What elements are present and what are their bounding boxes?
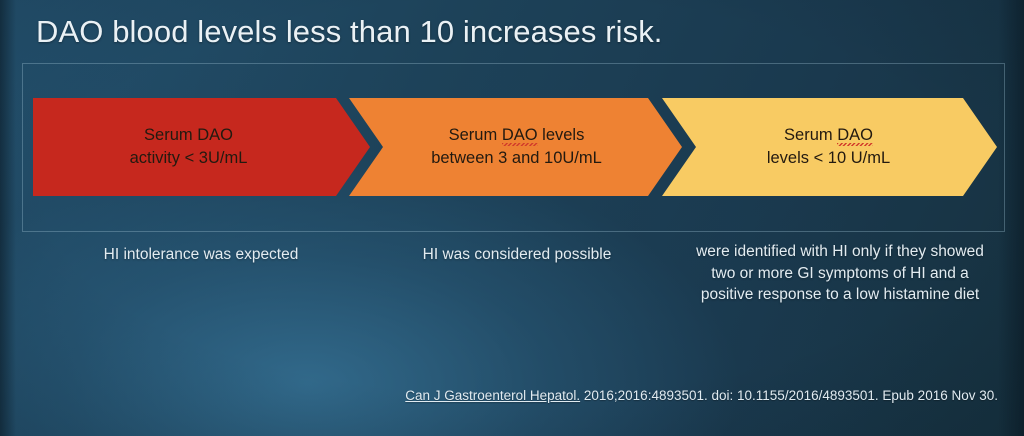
chevron-1-line2: activity < 3U/mL: [129, 148, 248, 167]
chevron-2-line1-term: DAO: [501, 125, 538, 144]
chevron-2-line1-pre: Serum: [448, 125, 502, 144]
chevron-3-line1-pre: Serum: [784, 125, 838, 144]
chevron-3-line1-term: DAO: [837, 125, 873, 144]
chevron-2-text: Serum DAO levels between 3 and 10U/mL: [415, 124, 616, 171]
chevron-serum-dao-under-3[interactable]: Serum DAO activity < 3U/mL: [33, 98, 370, 196]
chevron-3-text: Serum DAO levels < 10 U/mL: [751, 124, 908, 171]
citation: Can J Gastroenterol Hepatol. 2016;2016:4…: [0, 388, 998, 403]
chevron-1-text: Serum DAO activity < 3U/mL: [130, 124, 274, 171]
chevron-serum-dao-under-10[interactable]: Serum DAO levels < 10 U/mL: [662, 98, 997, 196]
chevron-2-line1-post: levels: [537, 125, 585, 144]
chevron-3-line2: levels < 10 U/mL: [766, 148, 891, 167]
chevron-1-line1-pre: Serum: [144, 125, 198, 144]
caption-3-to-10: HI was considered possible: [422, 246, 612, 263]
citation-source[interactable]: Can J Gastroenterol Hepatol.: [405, 388, 581, 403]
caption-under-10: were identified with HI only if they sho…: [696, 243, 984, 304]
slide-title: DAO blood levels less than 10 increases …: [36, 14, 663, 49]
chevron-2-line2: between 3 and 10U/mL: [431, 148, 602, 167]
caption-under-3: HI intolerance was expected: [103, 246, 299, 263]
chevron-panel-frame: [22, 63, 1005, 232]
citation-details: 2016;2016:4893501. doi: 10.1155/2016/489…: [580, 388, 998, 403]
background-right-edge-shade: [998, 0, 1024, 436]
chevron-serum-dao-3-to-10[interactable]: Serum DAO levels between 3 and 10U/mL: [349, 98, 682, 196]
chevron-1-line1-term: DAO: [197, 125, 233, 144]
background-left-edge-shade: [0, 0, 16, 436]
